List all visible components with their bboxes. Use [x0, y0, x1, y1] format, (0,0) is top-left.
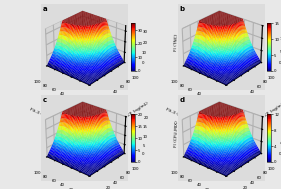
Text: b: b: [180, 6, 185, 12]
Text: c: c: [43, 97, 47, 103]
X-axis label: Flt-3 (ng/mL): Flt-3 (ng/mL): [29, 108, 56, 123]
Y-axis label: SCF (ng/mL): SCF (ng/mL): [125, 101, 149, 119]
Y-axis label: SCF (ng/mL): SCF (ng/mL): [262, 101, 281, 119]
Text: a: a: [43, 6, 48, 12]
Text: d: d: [180, 97, 185, 103]
X-axis label: Flt-3 (ng/mL): Flt-3 (ng/mL): [165, 108, 193, 123]
